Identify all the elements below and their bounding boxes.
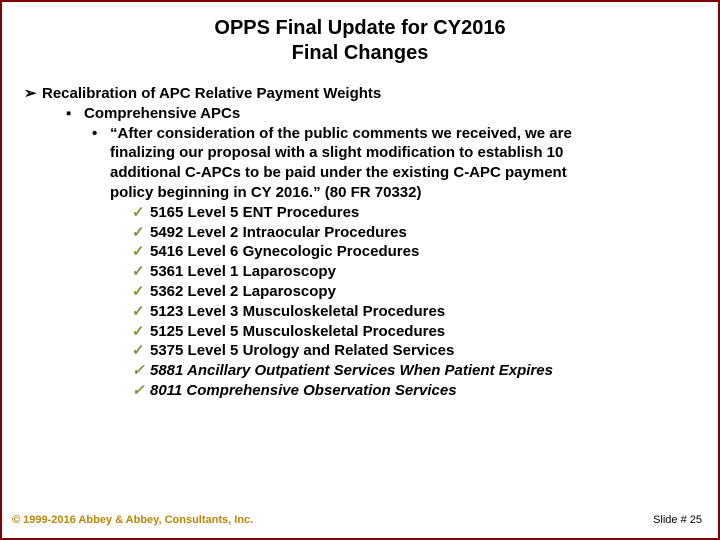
check-item: ✓5375 Level 5 Urology and Related Servic… <box>24 341 696 361</box>
check-item: ✓5492 Level 2 Intraocular Procedures <box>24 223 696 243</box>
item-text: 5492 Level 2 Intraocular Procedures <box>150 224 407 241</box>
lvl3-text-a: “After consideration of the public comme… <box>110 125 572 142</box>
item-text: 5416 Level 6 Gynecologic Procedures <box>150 243 419 260</box>
check-icon: ✓ <box>132 242 150 262</box>
item-text: 5165 Level 5 ENT Procedures <box>150 204 359 221</box>
check-item-italic: ✓8011 Comprehensive Observation Services <box>24 381 696 401</box>
item-text: 5881 Ancillary Outpatient Services When … <box>150 362 553 379</box>
lvl3-cont-b: finalizing our proposal with a slight mo… <box>24 143 696 163</box>
check-item: ✓5416 Level 6 Gynecologic Procedures <box>24 242 696 262</box>
dot-bullet-icon: • <box>92 124 110 144</box>
check-icon: ✓ <box>132 282 150 302</box>
item-text: 5125 Level 5 Musculoskeletal Procedures <box>150 323 445 340</box>
check-icon: ✓ <box>132 361 150 381</box>
check-item-italic: ✓5881 Ancillary Outpatient Services When… <box>24 361 696 381</box>
check-icon: ✓ <box>132 203 150 223</box>
lvl2-text: Comprehensive APCs <box>84 105 240 122</box>
check-icon: ✓ <box>132 322 150 342</box>
check-item: ✓5361 Level 1 Laparoscopy <box>24 262 696 282</box>
arrow-bullet-icon: ➢ <box>24 84 42 104</box>
item-text: 8011 Comprehensive Observation Services <box>150 382 457 399</box>
lvl3-cont-c: additional C-APCs to be paid under the e… <box>24 163 696 183</box>
check-icon: ✓ <box>132 341 150 361</box>
check-item: ✓5123 Level 3 Musculoskeletal Procedures <box>24 302 696 322</box>
copyright-text: © 1999-2016 Abbey & Abbey, Consultants, … <box>12 514 253 526</box>
item-text: 5361 Level 1 Laparoscopy <box>150 263 336 280</box>
check-item: ✓5125 Level 5 Musculoskeletal Procedures <box>24 322 696 342</box>
check-item: ✓5165 Level 5 ENT Procedures <box>24 203 696 223</box>
bullet-level1: ➢Recalibration of APC Relative Payment W… <box>24 84 696 104</box>
slide-number: Slide # 25 <box>653 514 702 526</box>
bullet-level3: •“After consideration of the public comm… <box>24 124 696 144</box>
check-item: ✓5362 Level 2 Laparoscopy <box>24 282 696 302</box>
check-icon: ✓ <box>132 262 150 282</box>
lvl1-text: Recalibration of APC Relative Payment We… <box>42 85 381 102</box>
slide-title: OPPS Final Update for CY2016 Final Chang… <box>24 16 696 66</box>
item-text: 5375 Level 5 Urology and Related Service… <box>150 342 454 359</box>
check-icon: ✓ <box>132 223 150 243</box>
check-icon: ✓ <box>132 302 150 322</box>
title-line-1: OPPS Final Update for CY2016 <box>24 16 696 41</box>
lvl3-cont-d: policy beginning in CY 2016.” (80 FR 703… <box>24 183 696 203</box>
item-text: 5362 Level 2 Laparoscopy <box>150 283 336 300</box>
bullet-level2: ▪Comprehensive APCs <box>24 104 696 124</box>
check-icon: ✓ <box>132 381 150 401</box>
item-text: 5123 Level 3 Musculoskeletal Procedures <box>150 303 445 320</box>
slide-frame: OPPS Final Update for CY2016 Final Chang… <box>0 0 720 540</box>
square-bullet-icon: ▪ <box>66 104 84 124</box>
slide-content: ➢Recalibration of APC Relative Payment W… <box>24 84 696 401</box>
title-line-2: Final Changes <box>24 41 696 66</box>
